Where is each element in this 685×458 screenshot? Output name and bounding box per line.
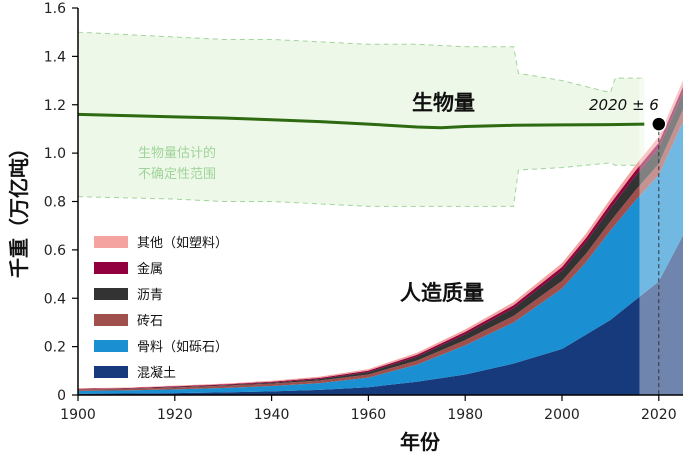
uncertainty-band-layer bbox=[77, 31, 645, 207]
uncertainty-label-line2: 不确定性范围 bbox=[138, 167, 216, 182]
y-tick-label: 0.8 bbox=[44, 195, 66, 211]
y-tick-label: 1.2 bbox=[44, 98, 66, 114]
y-tick-label: 0.4 bbox=[44, 291, 66, 307]
projection-shade bbox=[639, 8, 683, 395]
legend-label: 沥青 bbox=[137, 288, 163, 303]
projection-layer bbox=[639, 8, 683, 395]
uncertainty-band-fill bbox=[78, 32, 645, 207]
y-axis-title: 千重（万亿吨） bbox=[7, 138, 31, 278]
legend-label: 其他（如塑料） bbox=[137, 235, 228, 251]
uncertainty-upper-bound bbox=[77, 31, 645, 94]
legend-label: 砖石 bbox=[137, 314, 163, 329]
intersection-year-label: 2020 ± 6 bbox=[589, 96, 659, 114]
x-tick-label: 1960 bbox=[351, 407, 387, 423]
legend-swatch bbox=[94, 262, 128, 274]
axes: 1900 1920 1940 1960 1980 2000 2020 0 0.2 0.4 0.6 0.… bbox=[44, 1, 683, 423]
legend-swatch bbox=[94, 366, 128, 378]
biomass-line bbox=[77, 112, 645, 130]
anthropogenic-label: 人造质量 bbox=[400, 281, 484, 305]
x-tick-label: 1900 bbox=[60, 407, 96, 423]
biomass-line-layer bbox=[77, 112, 667, 132]
legend-swatch bbox=[94, 288, 128, 300]
legend-label: 骨料（如砾石） bbox=[137, 339, 228, 355]
uncertainty-label-line1: 生物量估计的 bbox=[138, 145, 216, 161]
legend-label: 混凝土 bbox=[137, 365, 176, 381]
legend-swatch bbox=[94, 236, 128, 248]
x-tick-label: 1920 bbox=[157, 407, 193, 423]
x-tick-label: 1940 bbox=[254, 407, 290, 423]
y-tick-label: 1.4 bbox=[44, 49, 66, 65]
y-tick-label: 1.6 bbox=[44, 1, 66, 17]
legend-swatch bbox=[94, 340, 128, 352]
y-tick-label: 0 bbox=[57, 388, 66, 404]
legend-label: 金属 bbox=[137, 261, 163, 277]
legend-swatch bbox=[94, 314, 128, 326]
x-tick-label: 1980 bbox=[447, 407, 483, 423]
biomass-label: 生物量 bbox=[412, 91, 475, 115]
stacked-area-layer bbox=[78, 80, 683, 395]
area-series-1 bbox=[78, 121, 683, 394]
x-axis-title: 年份 bbox=[400, 430, 441, 454]
y-tick-label: 0.2 bbox=[44, 340, 66, 356]
uncertainty-lower-bound bbox=[77, 162, 645, 207]
y-tick-label: 1.0 bbox=[44, 146, 66, 162]
x-tick-label: 2020 bbox=[641, 407, 677, 423]
intersection-point bbox=[651, 116, 667, 132]
area-series-0 bbox=[78, 235, 683, 395]
x-tick-label: 2000 bbox=[544, 407, 580, 423]
y-tick-label: 0.6 bbox=[44, 243, 66, 259]
